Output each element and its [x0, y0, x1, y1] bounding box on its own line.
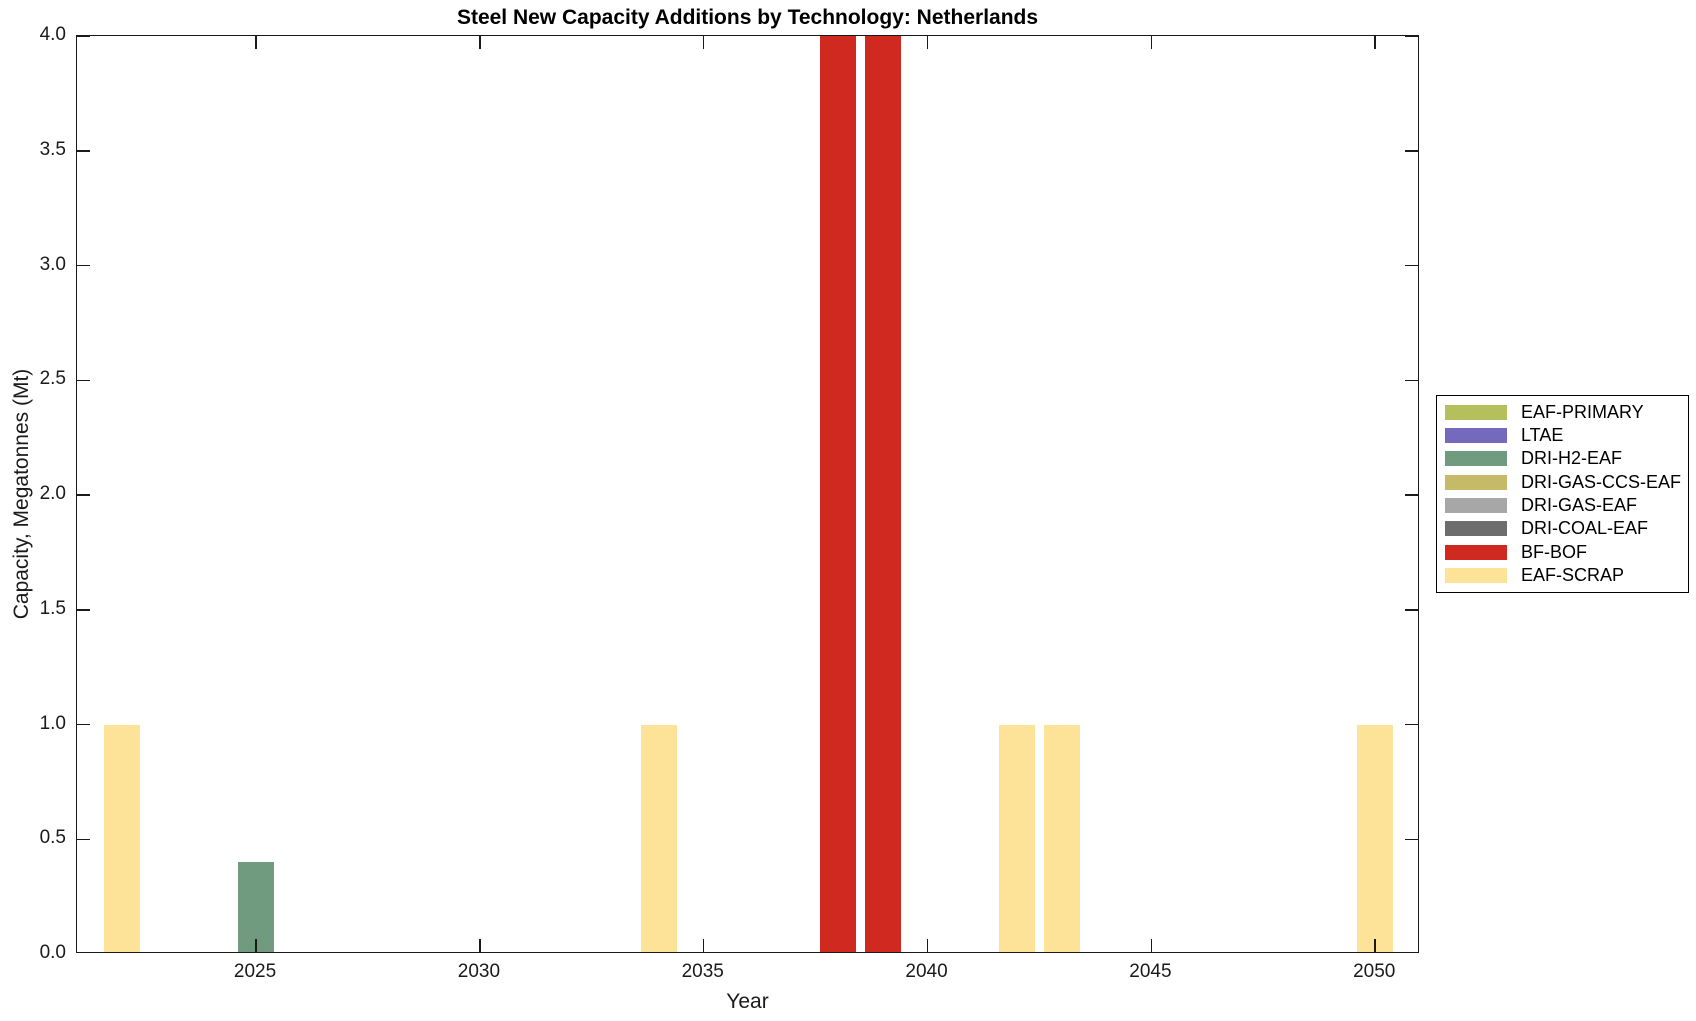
x-tick-label-2025: 2025 — [233, 961, 277, 982]
y-tick-label-3.5: 3.5 — [39, 138, 66, 160]
x-axis-label: Year — [726, 990, 769, 1013]
y-tick-1.0 — [77, 723, 90, 726]
legend-item-dri-h2-eaf: DRI-H2-EAF — [1445, 448, 1688, 470]
y-tick-right-0.5 — [1405, 838, 1418, 840]
legend-label-dri-gas-ccs-eaf: DRI-GAS-CCS-EAF — [1521, 471, 1682, 492]
legend-label-eaf-primary: EAF-PRIMARY — [1521, 401, 1644, 422]
legend-swatch-dri-gas-ccs-eaf — [1445, 474, 1507, 490]
x-tick-2045 — [1150, 939, 1153, 952]
y-tick-2.5 — [77, 379, 90, 381]
y-tick-right-1.5 — [1405, 609, 1418, 611]
x-tick-label-2035: 2035 — [681, 961, 724, 982]
legend-swatch-bf-bof — [1445, 544, 1507, 560]
legend-item-dri-gas-ccs-eaf: DRI-GAS-CCS-EAF — [1445, 471, 1688, 493]
x-tick-2050 — [1374, 939, 1376, 952]
y-tick-label-2.5: 2.5 — [39, 368, 66, 390]
bar-eaf-scrap-2022 — [103, 724, 140, 952]
legend-item-eaf-scrap: EAF-SCRAP — [1445, 565, 1688, 587]
bar-dri-h2-eaf-2025 — [238, 862, 274, 952]
y-axis-label: Capacity, Megatonnes (Mt) — [10, 368, 33, 620]
plot-area — [76, 35, 1419, 953]
x-tick-top-2040 — [926, 36, 929, 49]
legend-swatch-dri-gas-eaf — [1445, 498, 1507, 514]
legend-label-ltae: LTAE — [1521, 425, 1564, 446]
bar-eaf-scrap-2042 — [999, 724, 1035, 952]
legend-swatch-eaf-primary — [1445, 404, 1507, 420]
legend-box: EAF-PRIMARY LTAE DRI-H2-EAF DRI-GAS-CCS-EAF… — [1436, 395, 1689, 593]
x-tick-top-2030 — [479, 36, 481, 49]
x-tick-label-2040: 2040 — [905, 961, 948, 982]
x-tick-2040 — [926, 939, 929, 952]
y-tick-label-0.0: 0.0 — [39, 942, 66, 963]
x-tick-top-2045 — [1150, 36, 1153, 49]
y-tick-right-1.0 — [1405, 723, 1418, 726]
x-tick-2035 — [702, 939, 705, 952]
y-tick-2.0 — [77, 494, 90, 496]
legend-label-bf-bof: BF-BOF — [1521, 541, 1587, 562]
legend-swatch-ltae — [1445, 428, 1507, 444]
y-tick-3.5 — [77, 150, 90, 152]
legend-swatch-dri-coal-eaf — [1445, 521, 1507, 537]
legend-label-dri-gas-eaf: DRI-GAS-EAF — [1521, 495, 1638, 516]
y-tick-label-2.0: 2.0 — [39, 483, 66, 504]
legend-item-eaf-primary: EAF-PRIMARY — [1445, 401, 1688, 423]
legend-label-eaf-scrap: EAF-SCRAP — [1521, 565, 1625, 586]
x-tick-2030 — [479, 939, 481, 952]
legend-swatch-eaf-scrap — [1445, 568, 1507, 584]
x-tick-top-2050 — [1374, 36, 1376, 49]
bar-bf-bof-2039 — [864, 36, 901, 952]
y-tick-right-2.5 — [1405, 379, 1418, 381]
legend-label-dri-h2-eaf: DRI-H2-EAF — [1521, 448, 1623, 469]
y-tick-right-4.0 — [1405, 36, 1418, 37]
legend-item-dri-coal-eaf: DRI-COAL-EAF — [1445, 518, 1688, 540]
y-tick-right-2.0 — [1405, 494, 1418, 496]
y-tick-label-1.0: 1.0 — [39, 712, 66, 734]
x-tick-label-2050: 2050 — [1353, 961, 1396, 982]
x-tick-label-2045: 2045 — [1129, 961, 1172, 982]
y-tick-right-3.0 — [1405, 264, 1418, 267]
y-tick-0.5 — [77, 838, 90, 840]
bar-eaf-scrap-2034 — [641, 724, 677, 952]
x-tick-label-2030: 2030 — [457, 961, 501, 982]
legend-item-bf-bof: BF-BOF — [1445, 541, 1688, 563]
bar-bf-bof-2038 — [820, 36, 856, 952]
y-tick-1.5 — [77, 609, 90, 611]
legend-swatch-dri-h2-eaf — [1445, 451, 1507, 467]
legend-item-ltae: LTAE — [1445, 425, 1688, 447]
x-tick-top-2025 — [255, 36, 257, 49]
legend-label-dri-coal-eaf: DRI-COAL-EAF — [1521, 518, 1649, 539]
y-tick-label-4.0: 4.0 — [39, 24, 66, 45]
bar-eaf-scrap-2050 — [1357, 724, 1394, 952]
chart-title: Steel New Capacity Additions by Technolo… — [456, 6, 1039, 29]
y-tick-3.0 — [77, 264, 90, 267]
y-tick-label-0.5: 0.5 — [39, 827, 66, 849]
x-tick-2025 — [255, 939, 257, 952]
y-tick-4.0 — [77, 36, 90, 37]
legend-item-dri-gas-eaf: DRI-GAS-EAF — [1445, 495, 1688, 517]
bar-eaf-scrap-2043 — [1043, 724, 1080, 952]
x-tick-top-2035 — [702, 36, 705, 49]
y-tick-label-3.0: 3.0 — [39, 253, 66, 275]
y-tick-label-1.5: 1.5 — [39, 597, 66, 619]
y-tick-right-3.5 — [1405, 150, 1418, 152]
